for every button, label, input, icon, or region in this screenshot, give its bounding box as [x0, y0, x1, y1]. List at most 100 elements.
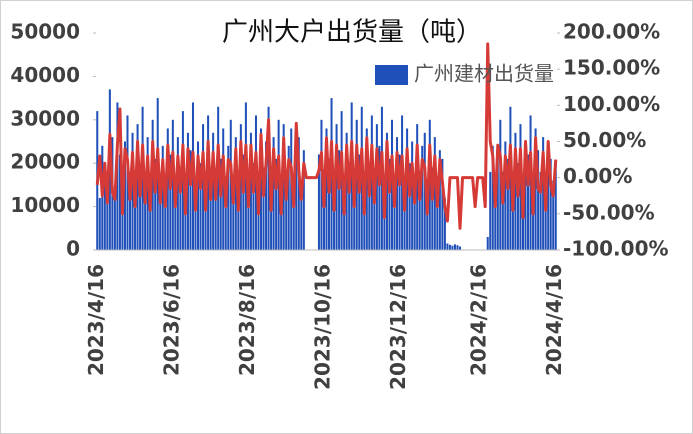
bar [179, 167, 182, 250]
bar [242, 154, 245, 250]
bar [418, 171, 421, 250]
chart-title: 广州大户出货量（吨） [222, 18, 482, 48]
bar [426, 197, 429, 250]
bar [383, 197, 386, 250]
bar [443, 197, 446, 250]
bar [365, 128, 368, 250]
bar [355, 119, 358, 250]
bar [300, 180, 303, 250]
bar [292, 193, 295, 250]
bar [325, 128, 328, 250]
bar [207, 115, 210, 251]
bar [501, 171, 504, 250]
bar [222, 128, 225, 250]
bar [368, 167, 371, 250]
bar [348, 163, 351, 250]
bar [338, 150, 341, 250]
bar [388, 158, 391, 250]
bar [552, 180, 555, 250]
bar [275, 158, 278, 250]
bar [396, 137, 399, 250]
bar [532, 189, 535, 250]
bar [413, 184, 416, 250]
legend-swatch [375, 65, 408, 85]
bar [411, 141, 414, 250]
bar [441, 158, 444, 250]
bar [202, 124, 205, 250]
bar [234, 137, 237, 250]
bar [320, 119, 323, 250]
y2-tick-label: 100.00% [563, 92, 660, 116]
bar [421, 145, 424, 250]
plot-area [95, 42, 558, 251]
bar [370, 115, 373, 251]
bar [131, 132, 134, 250]
bar [174, 184, 177, 250]
bar [547, 145, 550, 250]
x-tick-label: 2024/4/16 [542, 264, 566, 376]
bar [262, 167, 265, 250]
bar [113, 184, 116, 250]
bar [106, 193, 109, 250]
y-tick-label: 10000 [10, 193, 80, 217]
bar [272, 137, 275, 250]
bar [328, 158, 331, 250]
bar [451, 245, 454, 250]
bar [197, 141, 200, 250]
y2-tick-label: 200.00% [563, 20, 660, 44]
bar [345, 132, 348, 250]
bar [297, 137, 300, 250]
bar [189, 150, 192, 250]
bar [335, 124, 338, 250]
bar [544, 193, 547, 250]
bar [554, 163, 557, 250]
bar [209, 171, 212, 250]
bar [317, 154, 320, 250]
bar [259, 128, 263, 250]
legend-label: 广州建材出货量 [414, 62, 554, 86]
bar [212, 132, 215, 250]
bar [166, 128, 169, 250]
bar [403, 193, 406, 250]
y-tick-label: 20000 [10, 150, 80, 174]
bar [521, 197, 524, 250]
bar [295, 154, 298, 250]
bar [448, 244, 451, 250]
bar [103, 167, 106, 250]
x-tick-label: 2023/8/16 [235, 264, 259, 376]
bar [194, 189, 197, 250]
bar [385, 132, 388, 250]
bar [302, 150, 305, 250]
y-tick-label: 0 [66, 237, 80, 261]
bar [406, 128, 409, 250]
bar [496, 154, 499, 250]
bar [282, 124, 285, 250]
bar [373, 176, 376, 250]
bar [436, 189, 439, 250]
bar [186, 132, 189, 250]
x-tick-label: 2024/2/16 [467, 264, 491, 376]
bar [433, 137, 436, 250]
bar [121, 206, 124, 250]
bar [459, 246, 462, 250]
bar [453, 244, 456, 250]
y-tick-label: 30000 [10, 106, 80, 130]
bar [516, 163, 519, 250]
bar [446, 243, 449, 250]
bar [151, 119, 154, 250]
bar [549, 158, 552, 250]
bar [154, 158, 157, 250]
bar [375, 124, 378, 250]
bar [123, 141, 126, 250]
bar [176, 137, 179, 250]
y2-tick-label: 50.00% [563, 128, 646, 152]
bar [431, 167, 434, 250]
bar [161, 145, 164, 250]
bar [504, 141, 507, 250]
bar [486, 236, 489, 250]
bar [118, 154, 121, 250]
bar [184, 202, 187, 250]
bar [267, 106, 270, 250]
bar [265, 141, 268, 250]
